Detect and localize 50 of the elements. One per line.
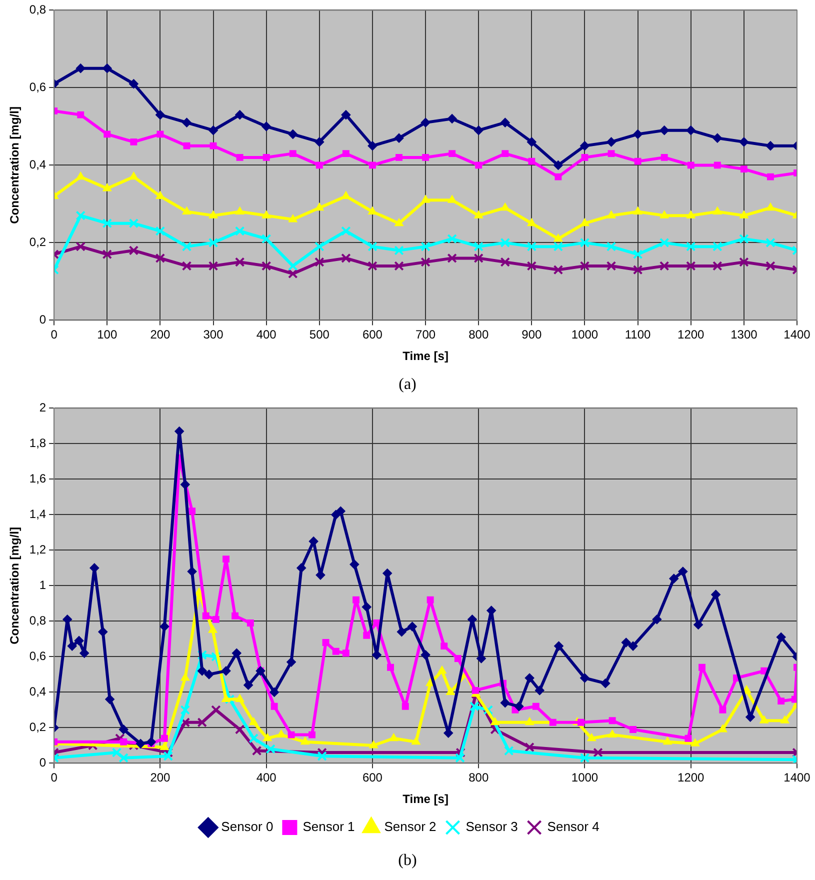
y-tick-label: 0,2 bbox=[29, 235, 46, 250]
x-tick-label: 1200 bbox=[678, 770, 705, 785]
x-axis-title: Time [s] bbox=[402, 792, 448, 806]
y-tick-label: 0,6 bbox=[29, 80, 46, 94]
x-tick-label: 400 bbox=[256, 770, 277, 785]
x-tick-label: 1000 bbox=[571, 328, 598, 342]
y-tick-label: 1 bbox=[39, 578, 46, 592]
y-tick-label: 0,2 bbox=[29, 720, 46, 734]
x-tick-label: 500 bbox=[309, 328, 330, 342]
y-tick-label: 0,8 bbox=[29, 2, 46, 17]
text: (a) bbox=[398, 375, 418, 395]
x-tick-label: 1000 bbox=[571, 770, 598, 785]
y-axis-title: Concentration [mg/l] bbox=[8, 527, 22, 644]
x-tick-label: 600 bbox=[362, 770, 383, 785]
x-tick-label: 800 bbox=[468, 770, 489, 785]
y-tick-label: 1,2 bbox=[29, 542, 46, 557]
y-tick-label: 0,4 bbox=[29, 684, 46, 699]
legend-label: Sensor 4 bbox=[547, 819, 600, 834]
x-tick-label: 1300 bbox=[730, 328, 758, 342]
y-tick-label: 1,8 bbox=[29, 436, 46, 450]
y-tick-label: 1,4 bbox=[29, 507, 46, 522]
x-tick-label: 200 bbox=[150, 328, 171, 342]
y-tick-label: 1,6 bbox=[29, 472, 46, 486]
y-tick-label: 0,4 bbox=[29, 158, 46, 172]
x-tick-label: 800 bbox=[468, 328, 489, 342]
x-tick-label: 1400 bbox=[784, 328, 811, 342]
x-tick-label: 900 bbox=[522, 328, 542, 342]
x-tick-label: 1100 bbox=[624, 328, 652, 342]
x-tick-label: 0 bbox=[50, 328, 58, 342]
x-tick-label: 100 bbox=[97, 328, 118, 342]
x-tick-label: 300 bbox=[203, 328, 224, 342]
x-tick-label: 600 bbox=[362, 328, 383, 342]
legend-label: Sensor 0 bbox=[221, 819, 274, 834]
y-tick-label: 0,6 bbox=[29, 649, 46, 664]
x-tick-label: 700 bbox=[416, 328, 436, 342]
y-tick-label: 0 bbox=[39, 756, 46, 770]
x-tick-label: 1400 bbox=[784, 770, 811, 785]
x-tick-label: 400 bbox=[256, 328, 277, 342]
y-tick-label: 0 bbox=[39, 312, 46, 327]
x-tick-label: 200 bbox=[150, 770, 171, 785]
x-axis-title: Time [s] bbox=[402, 349, 448, 364]
y-axis-title: Concentration [mg/l] bbox=[8, 106, 22, 224]
legend-label: Sensor 1 bbox=[302, 819, 355, 834]
x-tick-label: 1200 bbox=[678, 328, 705, 342]
text: (b) bbox=[397, 851, 418, 871]
y-tick-label: 2 bbox=[39, 400, 46, 415]
y-tick-label: 0,8 bbox=[29, 614, 46, 628]
legend-label: Sensor 3 bbox=[466, 819, 518, 834]
legend-label: Sensor 2 bbox=[384, 819, 436, 834]
x-tick-label: 0 bbox=[50, 770, 58, 785]
